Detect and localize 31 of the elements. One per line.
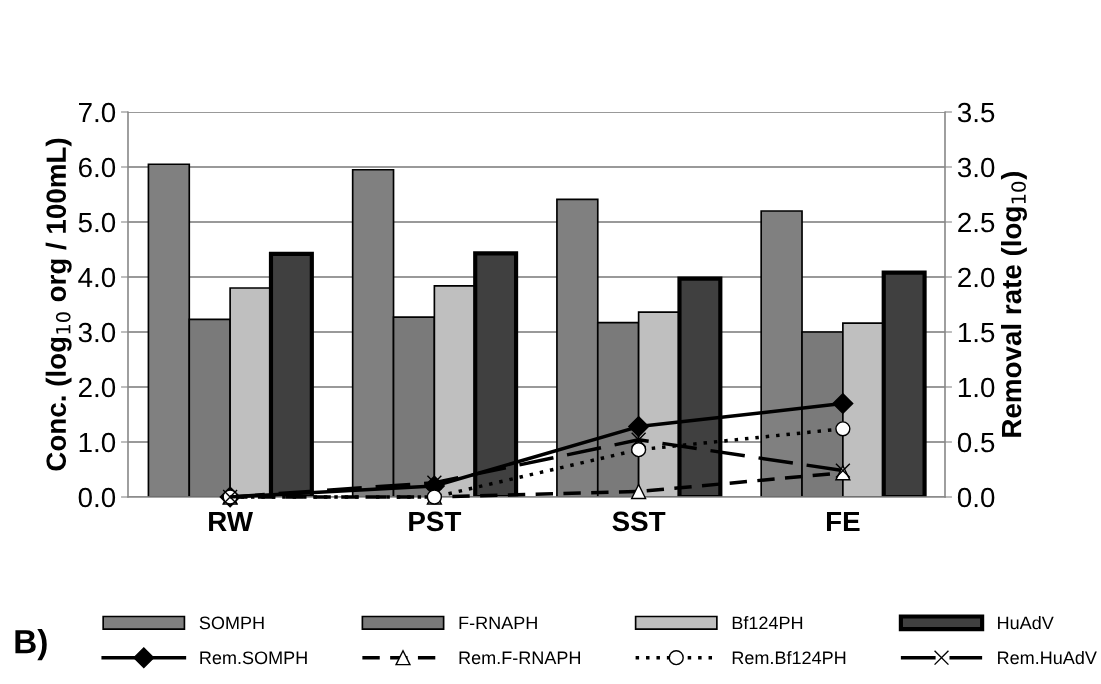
y2-tick-label: 0.5 [957, 432, 995, 453]
legend-label: Rem.Bf124PH [732, 650, 846, 665]
y2-tick-label: 1.0 [958, 377, 995, 398]
legend-label: Bf124PH [732, 616, 803, 630]
y2-tick-label: 2.5 [958, 212, 995, 233]
legend-label: SOMPH [199, 616, 264, 630]
y-tick-label: 5.0 [78, 212, 116, 233]
y-tick-label: 2.0 [78, 377, 116, 398]
y-axis-title: Conc. (log$_{10}$ org / 100mL) [45, 138, 72, 471]
x-tick-label: FE [826, 511, 860, 532]
y2-axis-title: Removal rate (log$_{10}$) [1000, 171, 1027, 437]
y-tick-label: 0.0 [78, 487, 116, 508]
y2-tick-label: 1.5 [958, 322, 995, 343]
legend-label: Rem.SOMPH [200, 651, 307, 665]
y-tick-label: 1.0 [79, 432, 116, 453]
y-tick-label: 4.0 [78, 267, 116, 288]
legend-label: Rem.F-RNAPH [459, 651, 580, 665]
y-tick-label: 3.0 [78, 322, 116, 343]
x-tick-label: RW [209, 511, 253, 532]
text: B) [15, 629, 47, 661]
y2-tick-label: 3.5 [957, 102, 995, 123]
legend-label: Rem.HuAdV [998, 650, 1097, 665]
y2-tick-label: 0.0 [957, 487, 995, 508]
y-tick-label: 7.0 [79, 102, 116, 123]
x-tick-label: SST [612, 511, 666, 532]
x-tick-label: PST [409, 511, 462, 532]
y-tick-label: 6.0 [78, 157, 116, 178]
legend-label: F-RNAPH [459, 616, 537, 630]
y2-tick-label: 3.0 [957, 157, 995, 178]
legend-label: HuAdV [998, 616, 1054, 630]
y2-tick-label: 2.0 [958, 267, 995, 288]
